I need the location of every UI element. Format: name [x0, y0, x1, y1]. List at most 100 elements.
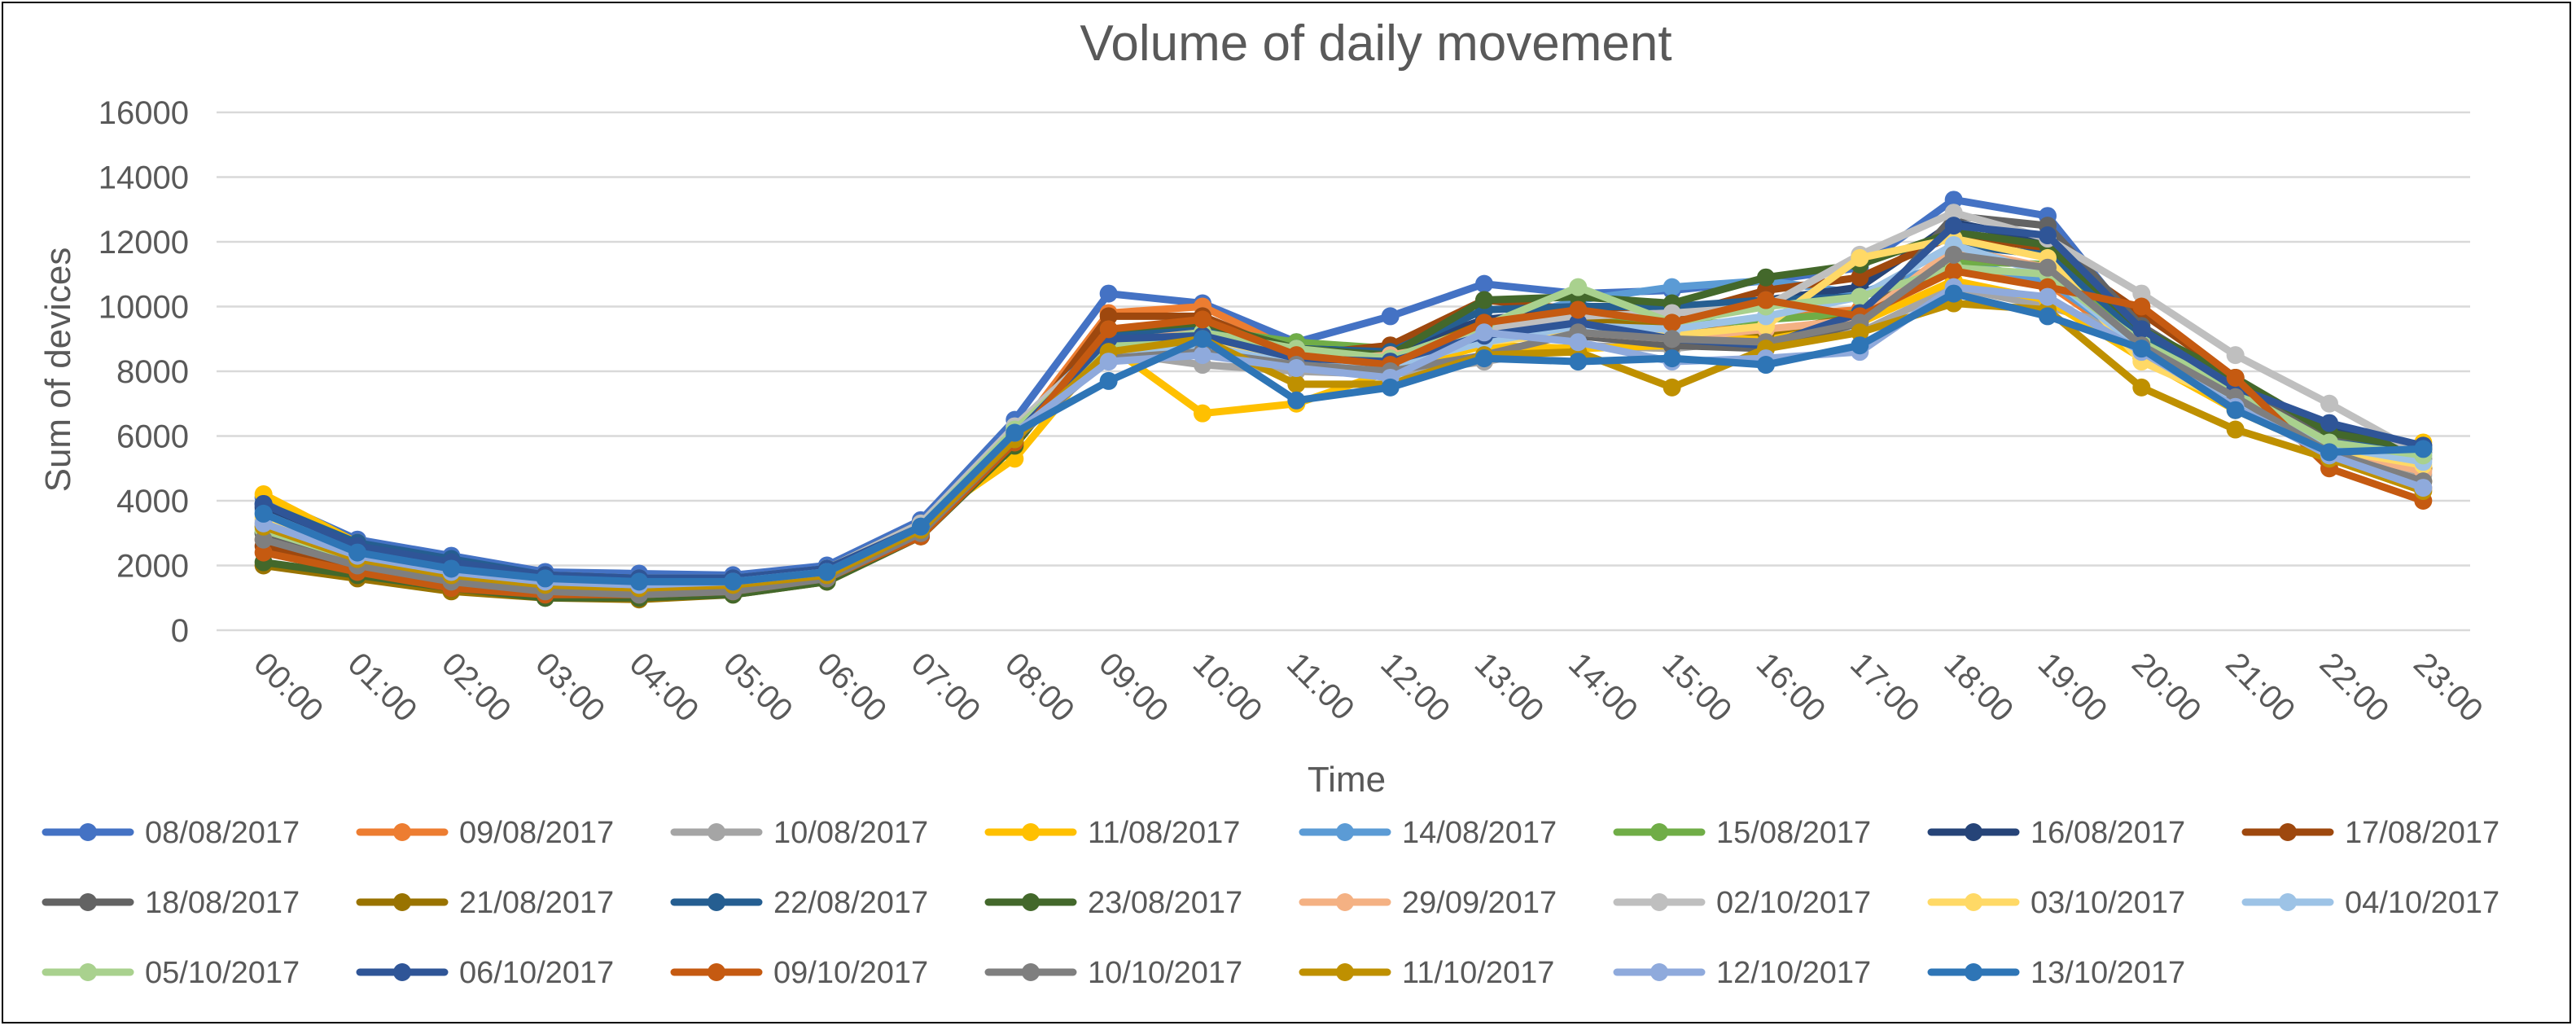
- data-point: [1287, 375, 1306, 393]
- series-lines: [254, 191, 2433, 609]
- data-point: [1663, 278, 1681, 296]
- legend: 08/08/2017 09/08/2017 10/08/2017 11/08/2017…: [42, 816, 2499, 990]
- x-tick-label: 13:00: [1468, 646, 1551, 729]
- legend-label: 15/08/2017: [1716, 816, 1871, 850]
- data-point: [1569, 300, 1588, 319]
- data-point: [1475, 349, 1493, 368]
- x-tick-label: 17:00: [1843, 646, 1926, 729]
- chart-title: Volume of daily movement: [1080, 15, 1671, 72]
- legend-item: 13/10/2017: [1927, 956, 2185, 990]
- data-point: [1099, 353, 1118, 371]
- x-axis-ticks: 00:00 01:00 02:00 03:00 04:00 05:00 06:00 07:00…: [247, 646, 2490, 729]
- x-tick-label: 00:00: [247, 646, 330, 729]
- legend-swatch-marker: [1650, 893, 1668, 911]
- legend-label: 14/08/2017: [1402, 816, 1557, 850]
- series-23/08/2017: [254, 223, 2433, 607]
- data-point: [1569, 353, 1588, 371]
- x-tick-label: 20:00: [2125, 646, 2208, 729]
- series-line: [260, 208, 2427, 589]
- legend-item: 06/10/2017: [356, 956, 614, 990]
- y-tick-label: 16000: [99, 95, 189, 131]
- series-line: [260, 251, 2427, 598]
- y-axis-title: Sum of devices: [38, 248, 78, 493]
- y-tick-label: 8000: [116, 354, 189, 390]
- data-point: [1287, 391, 1306, 410]
- data-point: [1757, 291, 1775, 309]
- data-point: [1194, 346, 1211, 365]
- x-tick-label: 04:00: [623, 646, 706, 729]
- x-tick-label: 22:00: [2313, 646, 2396, 729]
- legend-label: 09/10/2017: [773, 956, 928, 990]
- legend-item: 09/10/2017: [670, 956, 928, 990]
- legend-label: 21/08/2017: [459, 886, 614, 920]
- data-point: [1663, 313, 1681, 332]
- legend-item: 10/08/2017: [670, 816, 928, 850]
- series-18/08/2017: [254, 207, 2433, 601]
- data-point: [442, 559, 461, 578]
- legend-label: 11/08/2017: [1088, 816, 1240, 850]
- data-point: [1944, 261, 1963, 280]
- legend-swatch-marker: [1022, 963, 1040, 981]
- legend-item: 09/08/2017: [356, 816, 614, 850]
- data-point: [1005, 423, 1024, 442]
- legend-label: 16/08/2017: [2031, 816, 2185, 850]
- x-tick-label: 08:00: [998, 646, 1081, 729]
- legend-swatch-marker: [2279, 893, 2297, 911]
- legend-swatch-marker: [1336, 893, 1354, 911]
- x-tick-label: 06:00: [810, 646, 893, 729]
- legend-item: 14/08/2017: [1299, 816, 1557, 850]
- data-point: [1757, 356, 1775, 375]
- data-point: [1287, 359, 1306, 378]
- legend-item: 15/08/2017: [1613, 816, 1871, 850]
- data-point: [2226, 401, 2245, 419]
- legend-label: 22/08/2017: [773, 886, 928, 920]
- legend-item: 08/08/2017: [42, 816, 300, 850]
- data-point: [1381, 307, 1400, 326]
- legend-item: 23/08/2017: [984, 886, 1242, 920]
- data-point: [1944, 284, 1963, 303]
- legend-swatch-marker: [1336, 963, 1354, 981]
- x-tick-label: 02:00: [435, 646, 518, 729]
- data-point: [1194, 330, 1211, 348]
- series-line: [260, 290, 2427, 585]
- data-point: [2320, 414, 2338, 432]
- legend-item: 10/10/2017: [984, 956, 1242, 990]
- y-tick-label: 6000: [116, 419, 189, 455]
- legend-item: 16/08/2017: [1927, 816, 2185, 850]
- legend-item: 04/10/2017: [2241, 886, 2499, 920]
- data-point: [1194, 404, 1211, 423]
- x-tick-label: 11:00: [1280, 646, 1361, 727]
- legend-item: 21/08/2017: [356, 886, 614, 920]
- legend-label: 10/08/2017: [773, 816, 928, 850]
- legend-label: 13/10/2017: [2031, 956, 2185, 990]
- legend-label: 18/08/2017: [145, 886, 300, 920]
- data-point: [1851, 268, 1869, 287]
- data-point: [1851, 248, 1869, 267]
- y-axis-ticks: 0 2000 4000 6000 8000 10000 12000 14000 16000: [99, 95, 189, 649]
- data-point: [2132, 320, 2151, 339]
- legend-label: 17/08/2017: [2345, 816, 2499, 850]
- legend-label: 06/10/2017: [459, 956, 614, 990]
- x-axis-title: Time: [1308, 760, 1386, 800]
- data-point: [1099, 307, 1118, 326]
- data-point: [1663, 330, 1681, 348]
- legend-item: 05/10/2017: [42, 956, 300, 990]
- data-point: [1475, 323, 1493, 342]
- legend-label: 11/10/2017: [1402, 956, 1554, 990]
- legend-item: 02/10/2017: [1613, 886, 1871, 920]
- legend-swatch-marker: [393, 893, 411, 911]
- legend-item: 18/08/2017: [42, 886, 300, 920]
- data-point: [2320, 443, 2338, 462]
- legend-label: 02/10/2017: [1716, 886, 1871, 920]
- y-tick-label: 10000: [99, 290, 189, 326]
- legend-item: 12/10/2017: [1613, 956, 1871, 990]
- data-point: [1569, 333, 1588, 352]
- data-point: [2132, 340, 2151, 358]
- data-point: [2132, 378, 2151, 397]
- legend-label: 29/09/2017: [1402, 886, 1557, 920]
- legend-item: 29/09/2017: [1299, 886, 1557, 920]
- legend-swatch-marker: [708, 963, 725, 981]
- legend-swatch-marker: [393, 963, 411, 981]
- legend-swatch-marker: [1650, 823, 1668, 841]
